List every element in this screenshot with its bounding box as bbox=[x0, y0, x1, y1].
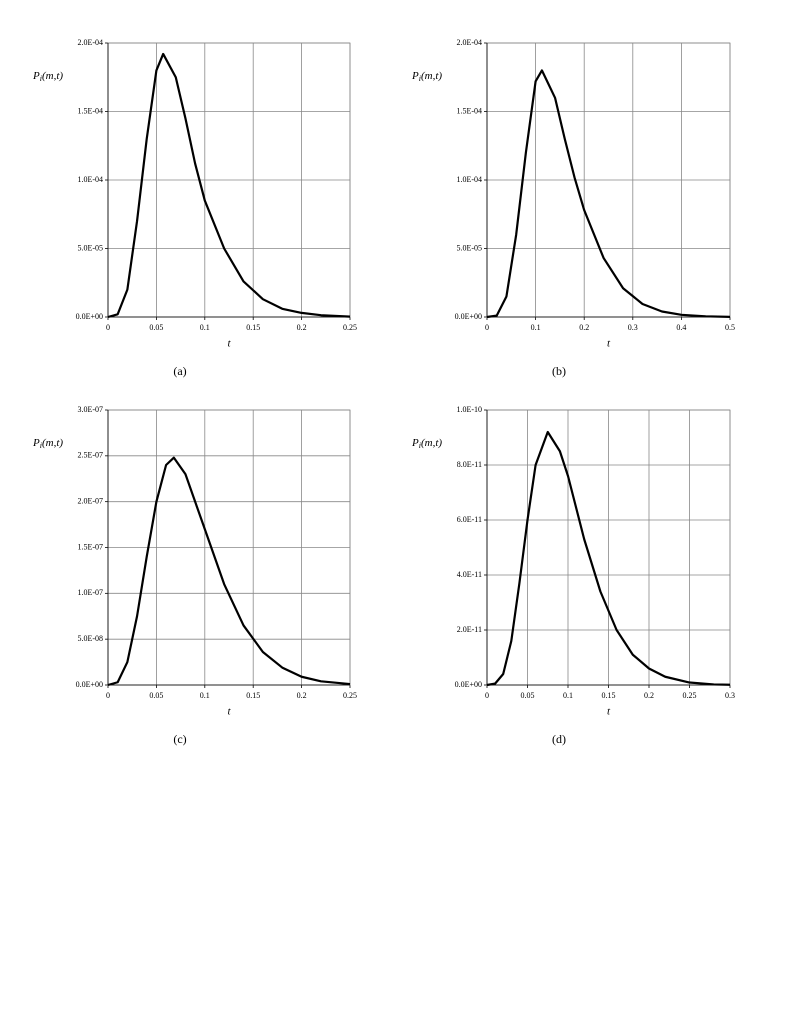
x-tick-label: 0.2 bbox=[644, 691, 654, 700]
x-axis-label: t bbox=[607, 706, 611, 718]
x-tick-label: 0.15 bbox=[246, 691, 260, 700]
y-tick-label: 2.5E-07 bbox=[77, 451, 103, 460]
x-tick-label: 0.25 bbox=[343, 323, 357, 332]
y-tick-label: 0.0E+00 bbox=[76, 312, 103, 321]
x-tick-label: 0 bbox=[106, 323, 110, 332]
y-tick-label: 1.5E-04 bbox=[77, 106, 103, 115]
caption: (a) bbox=[173, 364, 186, 378]
y-tick-label: 1.0E-07 bbox=[77, 588, 103, 597]
x-tick-label: 0.4 bbox=[676, 323, 686, 332]
x-tick-label: 0.05 bbox=[149, 323, 163, 332]
y-tick-label: 2.0E-07 bbox=[77, 496, 103, 505]
y-tick-label: 6.0E-11 bbox=[457, 515, 482, 524]
y-axis-label: Pi(m,t) bbox=[32, 70, 63, 83]
y-tick-label: 5.0E-05 bbox=[77, 243, 103, 252]
x-tick-label: 0 bbox=[485, 323, 489, 332]
caption: (c) bbox=[173, 732, 186, 746]
x-tick-label: 0.15 bbox=[602, 691, 616, 700]
x-tick-label: 0.25 bbox=[343, 691, 357, 700]
x-tick-label: 0 bbox=[485, 691, 489, 700]
x-tick-label: 0.1 bbox=[563, 691, 573, 700]
y-tick-label: 2.0E-04 bbox=[77, 38, 103, 47]
x-tick-label: 0.1 bbox=[200, 323, 210, 332]
y-tick-label: 0.0E+00 bbox=[455, 312, 482, 321]
x-tick-label: 0 bbox=[106, 691, 110, 700]
y-tick-label: 1.5E-04 bbox=[456, 106, 482, 115]
y-tick-label: 4.0E-11 bbox=[457, 570, 482, 579]
x-tick-label: 0.3 bbox=[725, 691, 735, 700]
x-tick-label: 0.2 bbox=[579, 323, 589, 332]
x-tick-label: 0.5 bbox=[725, 323, 735, 332]
x-tick-label: 0.25 bbox=[683, 691, 697, 700]
caption: (d) bbox=[552, 732, 566, 746]
caption: (b) bbox=[552, 364, 566, 378]
y-tick-label: 2.0E-04 bbox=[456, 38, 482, 47]
x-axis-label: t bbox=[227, 706, 231, 718]
y-tick-label: 1.0E-04 bbox=[456, 175, 482, 184]
y-tick-label: 1.0E-10 bbox=[456, 405, 482, 414]
x-tick-label: 0.05 bbox=[149, 691, 163, 700]
y-tick-label: 5.0E-05 bbox=[456, 243, 482, 252]
line-series bbox=[486, 69, 731, 319]
x-axis-label: t bbox=[227, 338, 231, 350]
x-tick-label: 0.1 bbox=[200, 691, 210, 700]
x-axis-label: t bbox=[607, 338, 611, 350]
line-series bbox=[486, 430, 731, 687]
x-tick-label: 0.15 bbox=[246, 323, 260, 332]
x-tick-label: 0.2 bbox=[297, 323, 307, 332]
y-axis-label: Pi(m,t) bbox=[411, 70, 442, 83]
y-tick-label: 0.0E+00 bbox=[76, 680, 103, 689]
x-tick-label: 0.2 bbox=[297, 691, 307, 700]
y-tick-label: 2.0E-11 bbox=[457, 625, 482, 634]
line-series bbox=[107, 52, 351, 319]
y-tick-label: 8.0E-11 bbox=[457, 460, 482, 469]
y-tick-label: 3.0E-07 bbox=[77, 405, 103, 414]
y-tick-label: 0.0E+00 bbox=[455, 680, 482, 689]
y-tick-label: 5.0E-08 bbox=[77, 634, 103, 643]
y-axis-label: Pi(m,t) bbox=[32, 437, 63, 450]
x-tick-label: 0.05 bbox=[521, 691, 535, 700]
y-tick-label: 1.5E-07 bbox=[77, 542, 103, 551]
x-tick-label: 0.1 bbox=[531, 323, 541, 332]
y-tick-label: 1.0E-04 bbox=[77, 175, 103, 184]
x-tick-label: 0.3 bbox=[628, 323, 638, 332]
line-series bbox=[107, 456, 351, 687]
y-axis-label: Pi(m,t) bbox=[411, 437, 442, 450]
